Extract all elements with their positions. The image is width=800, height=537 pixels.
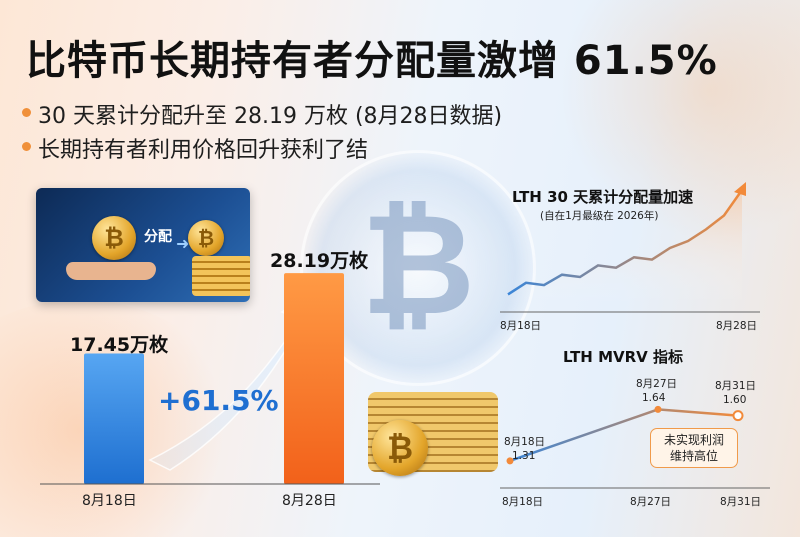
chart1-arrowhead-icon bbox=[734, 182, 746, 196]
growth-percent-label: +61.5% bbox=[158, 384, 279, 417]
chart2-x-tick: 8月27日 bbox=[630, 496, 672, 508]
point-value-label: 1.60 bbox=[723, 394, 747, 406]
bitcoin-coin-icon: ₿ bbox=[372, 420, 428, 476]
bar-1 bbox=[84, 353, 144, 484]
point-value-label: 1.31 bbox=[512, 450, 536, 462]
annotation-line-2: 维持高位 bbox=[669, 449, 718, 463]
point-date-label: 8月18日 bbox=[504, 436, 546, 448]
bitcoin-emblem-icon: ₿ bbox=[300, 150, 536, 386]
annotation-line-1: 未实现利润 bbox=[663, 433, 724, 447]
chart1-x-tick: 8月18日 bbox=[500, 320, 542, 332]
x-tick-label: 8月18日 bbox=[82, 493, 137, 509]
bitcoin-coin-icon: ₿ bbox=[92, 216, 136, 260]
chart1-title: LTH 30 天累计分配量加速 bbox=[512, 188, 694, 206]
distribution-illustration: ₿ 分配 ➜ ₿ bbox=[36, 188, 250, 302]
bar-value-label: 28.19万枚 bbox=[270, 250, 369, 272]
distribute-label: 分配 bbox=[144, 229, 172, 245]
chart1-x-tick: 8月28日 bbox=[716, 320, 758, 332]
arrow-right-icon: ➜ bbox=[176, 234, 190, 253]
coin-stack-icon bbox=[192, 256, 250, 296]
bitcoin-coin-icon: ₿ bbox=[188, 220, 224, 256]
x-tick-label: 8月28日 bbox=[282, 493, 337, 509]
chart1-subtitle: (自在1月最级在 2026年) bbox=[540, 210, 659, 222]
point-date-label: 8月27日 bbox=[636, 378, 678, 390]
growth-arrow-icon bbox=[148, 286, 319, 471]
mvrv-annotation-box: 未实现利润 维持高位 bbox=[650, 428, 738, 468]
bullet-item-1: 30 天累计分配升至 28.19 万枚 (8月28日数据) bbox=[22, 98, 503, 130]
bullet-dot-icon bbox=[22, 108, 31, 117]
bullet-text-1: 30 天累计分配升至 28.19 万枚 (8月28日数据) bbox=[38, 104, 503, 129]
point-value-label: 1.64 bbox=[642, 392, 666, 404]
bullet-text-2: 长期持有者利用价格回升获利了结 bbox=[38, 138, 369, 163]
page-title: 比特币长期持有者分配量激增 61.5% bbox=[26, 38, 718, 84]
bullet-dot-icon bbox=[22, 142, 31, 151]
mvrv-point bbox=[732, 410, 744, 422]
bar-value-label: 17.45万枚 bbox=[70, 334, 169, 356]
mvrv-point bbox=[654, 405, 662, 413]
chart2-title: LTH MVRV 指标 bbox=[563, 348, 684, 366]
chart2-x-tick: 8月31日 bbox=[720, 496, 762, 508]
chart2-x-tick: 8月18日 bbox=[502, 496, 544, 508]
hand-icon bbox=[66, 262, 156, 280]
bullet-item-2: 长期持有者利用价格回升获利了结 bbox=[22, 132, 369, 164]
point-date-label: 8月31日 bbox=[715, 380, 757, 392]
